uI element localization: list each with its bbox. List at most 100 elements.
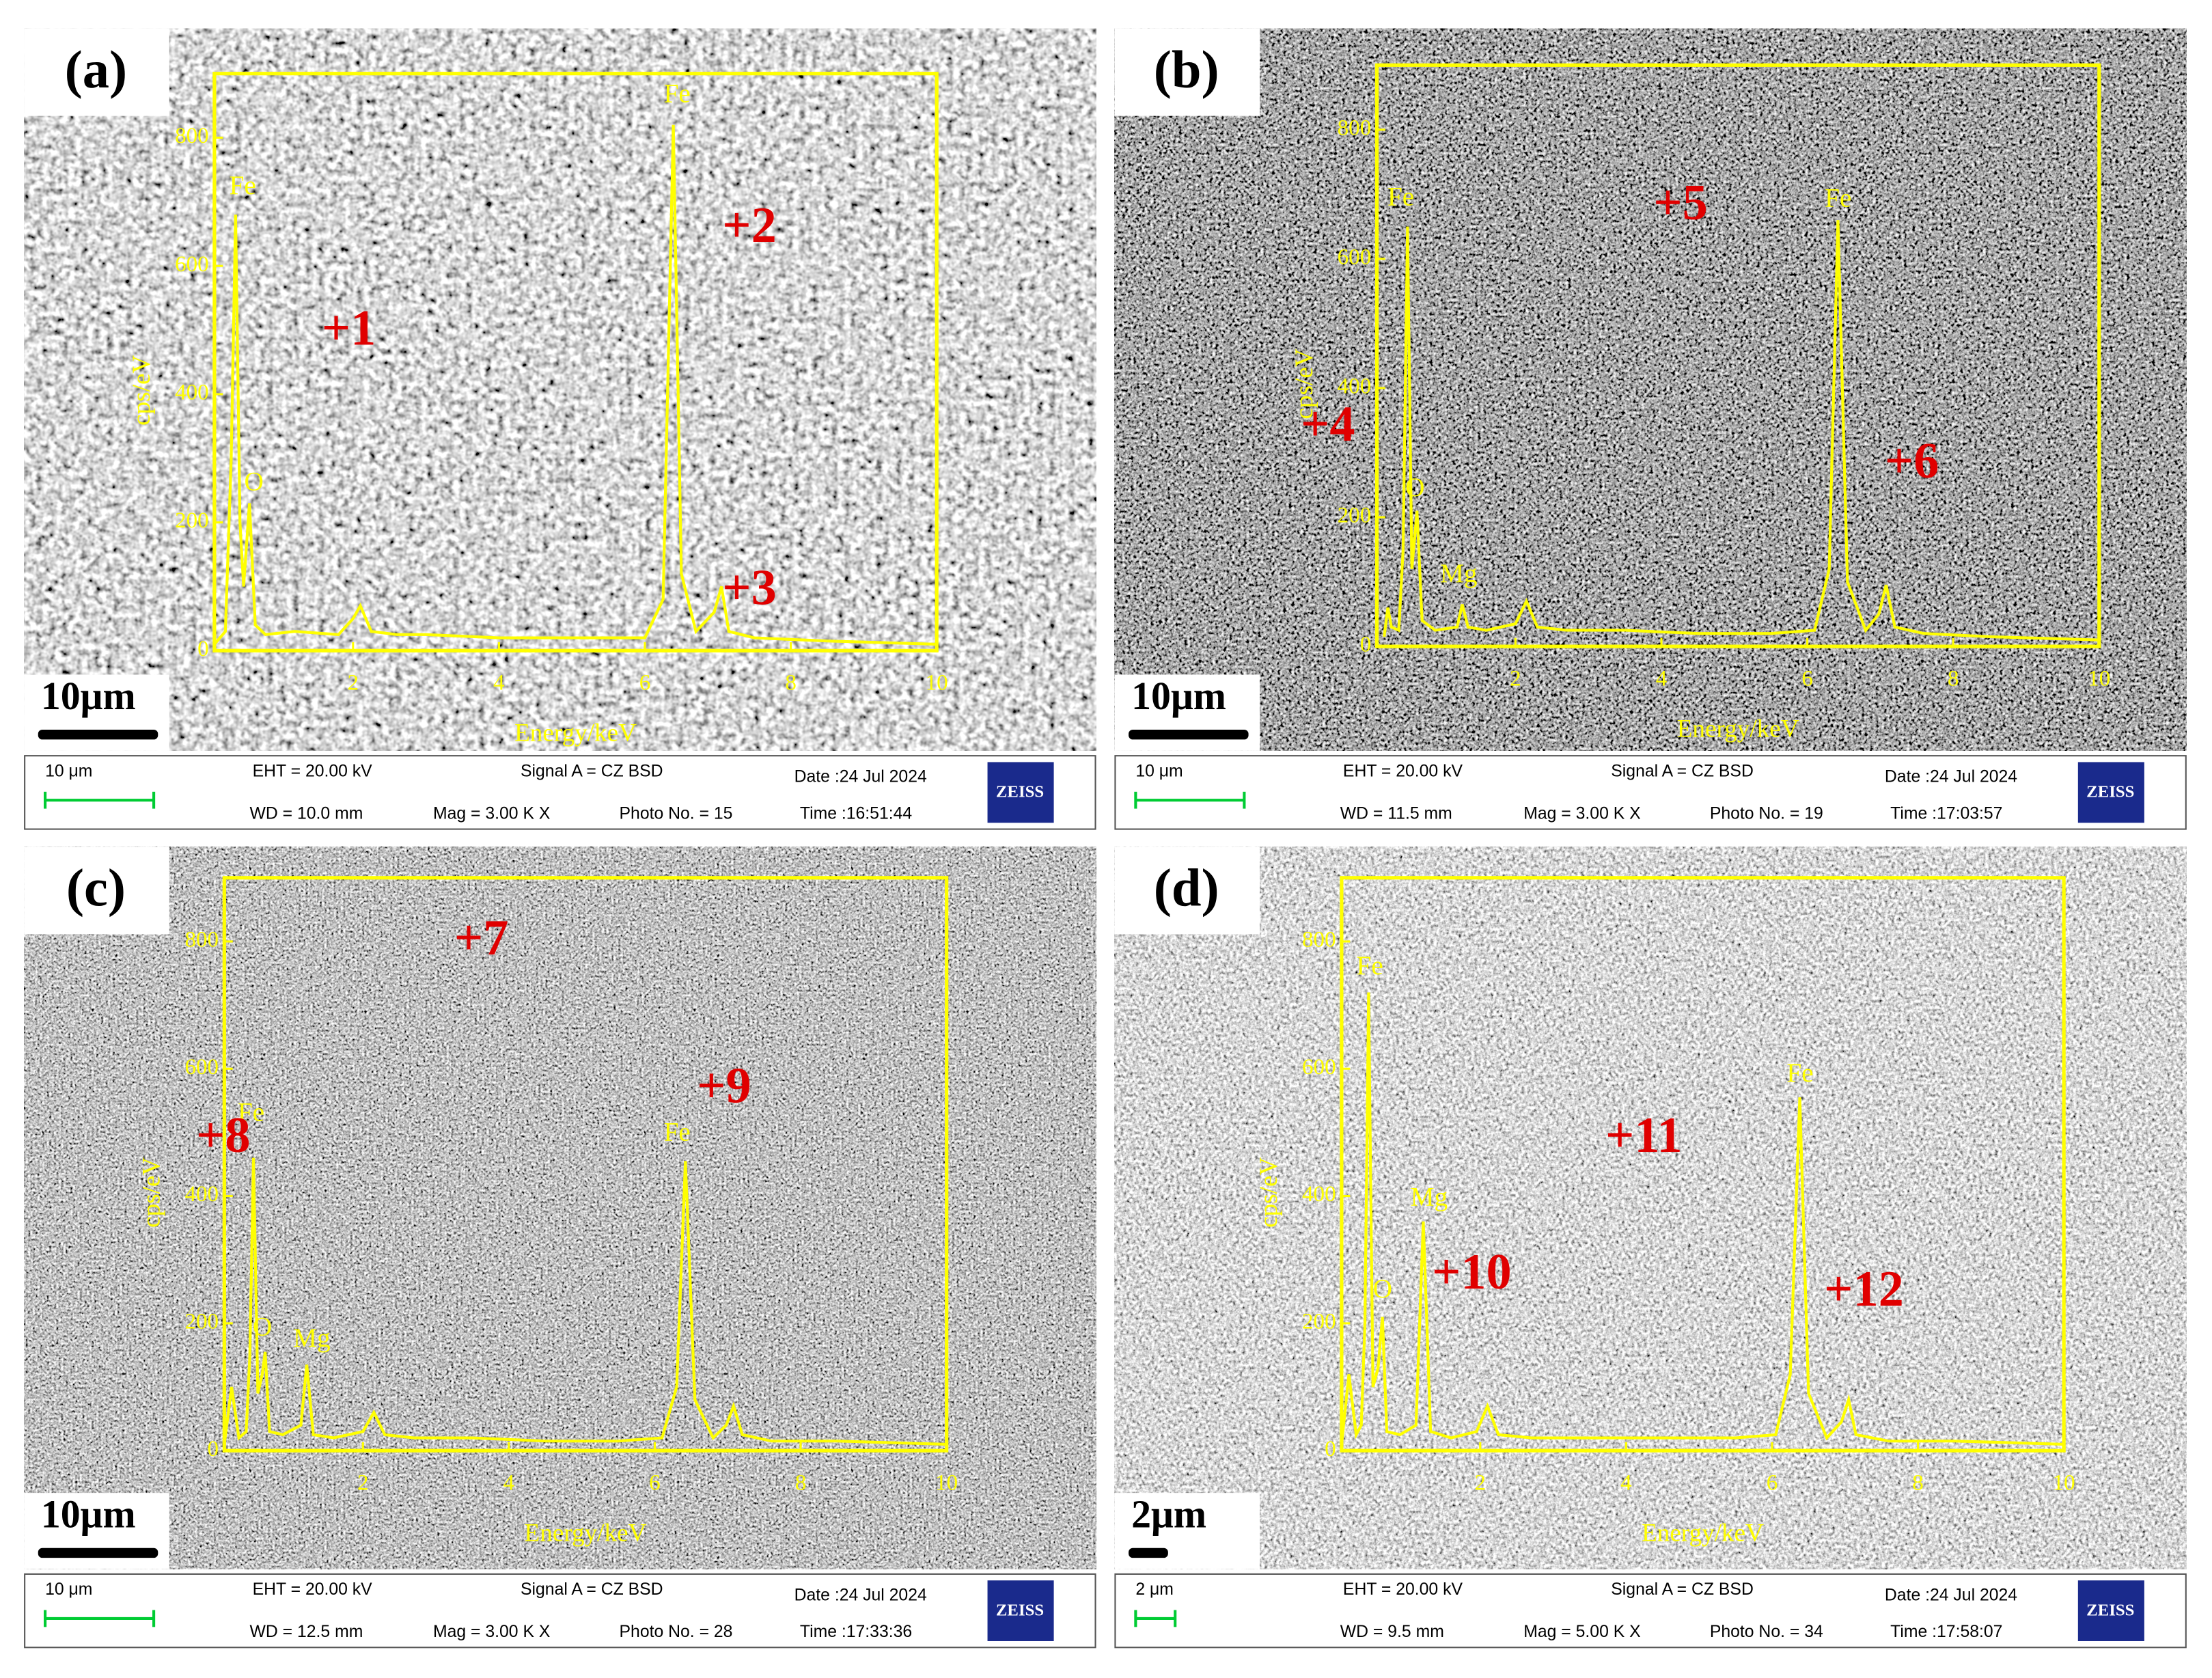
peak-label: Fe [664, 1118, 691, 1147]
y-tick-label: 800 [175, 124, 209, 148]
spectrum-line [223, 1157, 947, 1446]
peak-label: O [1405, 473, 1424, 502]
info-photo: Photo No. = 19 [1710, 804, 1823, 823]
x-tick-label: 4 [1620, 1470, 1632, 1495]
panel-label-box [24, 28, 169, 116]
point-label: +6 [1885, 433, 1939, 489]
brand-logo: ZEISS [996, 783, 1044, 801]
info-bar-bg [24, 1573, 1096, 1649]
peak-label: Mg [1411, 1183, 1448, 1212]
point-label: +4 [1301, 396, 1355, 452]
x-tick-label: 10 [935, 1470, 958, 1495]
y-tick-label: 600 [175, 252, 209, 277]
info-signal: Signal A = CZ BSD [521, 1580, 663, 1599]
y-tick-label: 800 [1302, 928, 1336, 952]
peak-label: Mg [1440, 559, 1477, 588]
x-tick-label: 10 [2053, 1470, 2075, 1495]
y-axis-label: cps/eV [138, 1157, 166, 1228]
y-tick-label: 600 [185, 1055, 219, 1079]
info-wd: WD = 12.5 mm [250, 1623, 363, 1641]
info-time: Time :17:58:07 [1890, 1623, 2002, 1641]
plot-frame [1340, 876, 2066, 1453]
info-scale: 2 μm [1135, 1580, 1174, 1599]
brand-box [2077, 1580, 2144, 1641]
y-axis-label: cps/eV [128, 355, 156, 426]
y-tick-label: 800 [1338, 115, 1372, 140]
panel: (c) 10μm 0 200 400 600 800 2 4 6 8 10 Energy/keV cps/… [24, 847, 1096, 1649]
info-photo: Photo No. = 28 [620, 1623, 733, 1641]
x-axis-label: Energy/keV [1642, 1519, 1764, 1548]
x-axis-label: Energy/keV [525, 1519, 647, 1548]
brand-logo: ZEISS [2086, 783, 2134, 801]
info-date: Date :24 Jul 2024 [794, 1586, 927, 1604]
info-scale: 10 μm [45, 762, 92, 780]
info-mag: Mag = 3.00 K X [433, 804, 550, 823]
y-tick-label: 400 [1302, 1182, 1336, 1207]
info-bar: 10 μm EHT = 20.00 kV Signal A = CZ BSD Date… [24, 755, 1096, 830]
x-tick-label: 4 [1656, 666, 1668, 691]
y-tick-label: 0 [1325, 1437, 1336, 1461]
info-scale: 10 μm [1135, 762, 1183, 780]
peak-label: Fe [1825, 184, 1851, 213]
x-tick-label: 2 [357, 1470, 369, 1495]
scale-bar-label: 10μm [41, 674, 136, 718]
info-time: Time :17:33:36 [800, 1623, 912, 1641]
info-time: Time :17:03:57 [1890, 804, 2002, 823]
info-bar-bg [1114, 1573, 2187, 1649]
spectrum-line [1383, 220, 2099, 642]
info-bar-bg [1114, 755, 2187, 830]
scale-bar [38, 1548, 158, 1558]
info-bar-bg [24, 755, 1096, 830]
y-axis-label: cps/eV [1290, 348, 1318, 419]
scale-bar-label: 10μm [1131, 674, 1226, 718]
point-label: +12 [1824, 1261, 1904, 1317]
x-tick-label: 8 [1948, 666, 1959, 691]
info-wd: WD = 10.0 mm [250, 804, 363, 823]
x-tick-label: 2 [1510, 666, 1521, 691]
info-date: Date :24 Jul 2024 [794, 768, 927, 786]
point-label: +8 [196, 1108, 251, 1164]
brand-box [2077, 762, 2144, 823]
point-label: +7 [454, 910, 509, 966]
info-mag: Mag = 5.00 K X [1523, 1623, 1640, 1641]
panel-label-box [24, 847, 169, 935]
y-axis-label: cps/eV [1255, 1157, 1283, 1228]
point-label: +2 [722, 197, 777, 253]
scale-bar-label: 2μm [1131, 1492, 1206, 1537]
peak-label: Fe [664, 79, 691, 109]
y-tick-label: 200 [185, 1309, 219, 1334]
brand-logo: ZEISS [996, 1601, 1044, 1619]
panel: (a) 10μm 0 200 400 600 800 2 4 6 8 10 Energy/keV cps/… [24, 28, 1096, 830]
point-label: +10 [1432, 1244, 1512, 1300]
y-tick-label: 200 [1338, 504, 1372, 528]
panel: (b) 10μm 0 200 400 600 800 2 4 6 8 10 Energy/keV cps/… [1114, 28, 2187, 830]
y-tick-label: 0 [1360, 633, 1372, 657]
x-tick-label: 2 [348, 670, 359, 695]
info-eht: EHT = 20.00 kV [1343, 762, 1463, 780]
info-signal: Signal A = CZ BSD [521, 762, 663, 780]
x-tick-label: 8 [785, 670, 797, 695]
sem-image [24, 847, 1096, 1569]
x-axis-label: Energy/keV [514, 719, 637, 747]
x-tick-label: 6 [1801, 666, 1813, 691]
panel-label-box [1114, 28, 1260, 116]
point-label: +5 [1653, 175, 1708, 231]
plot-frame [222, 876, 949, 1453]
info-bar: 10 μm EHT = 20.00 kV Signal A = CZ BSD Date… [1114, 755, 2187, 830]
y-tick-label: 400 [1338, 374, 1372, 399]
info-eht: EHT = 20.00 kV [253, 762, 373, 780]
point-label: +1 [322, 301, 376, 357]
x-tick-label: 4 [503, 1470, 515, 1495]
y-tick-label: 400 [185, 1182, 219, 1207]
peak-label: Fe [230, 171, 256, 200]
peak-label: Fe [1786, 1058, 1813, 1088]
info-eht: EHT = 20.00 kV [253, 1580, 373, 1599]
info-wd: WD = 11.5 mm [1340, 804, 1452, 823]
scale-bar [1129, 1548, 1168, 1558]
brand-box [987, 1580, 1054, 1641]
peak-label: Mg [293, 1323, 330, 1353]
panel-label: (b) [1154, 40, 1219, 99]
brand-logo: ZEISS [2086, 1601, 2134, 1619]
y-tick-label: 400 [175, 381, 209, 405]
